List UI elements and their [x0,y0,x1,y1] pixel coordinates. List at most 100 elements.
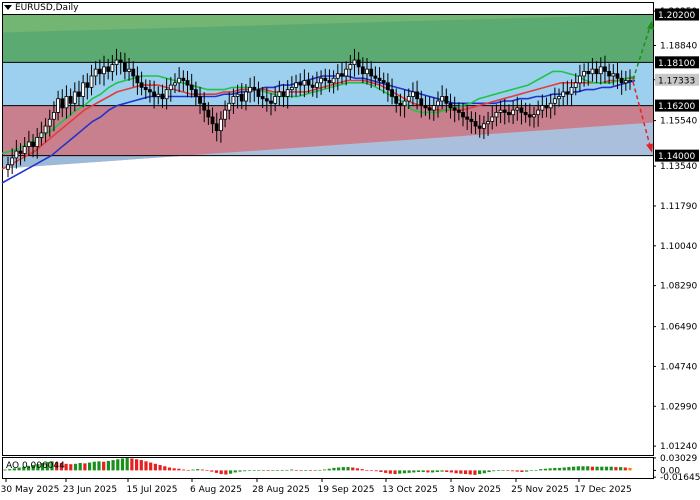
candle-body [323,77,328,81]
ao-bar [586,466,590,471]
candle-body [177,77,182,84]
candle-body [390,89,394,97]
candle-body [135,75,140,84]
ao-bar [92,461,96,471]
ao-bar [426,470,430,473]
ao-bar [407,470,411,473]
ao-bar [294,469,298,471]
candle-body [264,98,269,102]
ao-bar [619,467,623,471]
candle-body [373,75,378,79]
ao-bar [482,470,486,474]
ao-bar [167,467,172,471]
ao-bar [473,470,477,475]
candle-body [106,66,111,72]
ao-bar [534,469,538,471]
ao-histogram [3,458,632,475]
ao-bar [543,468,548,471]
price-tick-label: 1.04740 [660,362,697,372]
level-label-box [655,73,699,86]
time-tick-label: 13 Oct 2025 [382,485,438,495]
ma-fast-line [1,70,636,155]
time-tick-label: 30 May 2025 [1,485,60,495]
ao-bar [360,469,364,471]
ao-bar [78,462,82,471]
candle-body [89,75,94,88]
candle-body [193,89,198,97]
ao-bar [196,469,200,471]
candle-body [628,80,632,82]
ao-bar [374,470,378,472]
ao-bar [224,470,228,475]
candle-body [198,96,202,104]
candle-body [256,89,261,97]
ao-bar [12,468,16,471]
ao-frame [2,457,654,479]
ao-bar [200,469,204,471]
candle-body [607,71,612,77]
level-label: 1.14000 [658,152,695,162]
candle-body [93,68,98,77]
candle-body [52,112,56,120]
ao-bar [172,468,176,471]
candle-body [185,80,190,86]
ao-bar [412,470,416,473]
price-tick-label: 1.08290 [660,282,697,292]
candle-body [594,68,599,75]
ao-bar [416,470,421,473]
zone-upper-wedge [2,14,653,63]
ao-bar [69,464,73,471]
candle-body [72,91,77,104]
main-price-frame [2,2,654,479]
candle-body [356,59,361,68]
candle-body [302,80,307,86]
candle-body [244,91,248,102]
candle-body [277,91,282,97]
ao-bar [548,468,552,471]
ao-bar [600,466,604,471]
ao-bar [130,458,134,471]
ao-tick-label: -0.016459 [660,473,700,483]
ao-bar [64,463,68,471]
candle-body [281,91,286,97]
ao-bar [238,470,242,472]
ao-bar [445,470,449,473]
candle-body [315,82,319,88]
candle-body [235,93,240,97]
candle-body [56,98,60,113]
ao-bar [31,465,35,471]
main-frame [2,2,654,456]
ao-bar [219,470,223,475]
candle-body [561,91,566,97]
candle-body [160,93,165,100]
candle-body [440,96,445,102]
chevron-down-icon[interactable] [4,5,12,10]
candle-body [148,89,152,93]
ao-bar [191,469,195,471]
candle-body [143,86,148,91]
candle-body [18,150,23,154]
ao-bar [463,470,468,475]
candle-body [578,75,582,84]
candle-body [173,82,177,86]
symbol-title-text: EURUSD,Daily [15,3,79,13]
ao-bar [351,467,355,471]
ao-bar [125,458,129,471]
candle-body [569,86,574,95]
ao-bar [233,470,237,473]
ao-bar [496,470,501,471]
ao-bar [595,466,599,471]
candle-body [285,89,290,97]
candle-body [548,102,553,109]
candle-body [448,102,453,109]
candle-body [164,89,169,100]
zone-lower-blue [2,122,653,169]
candle-body [189,84,194,91]
ao-bar [337,467,341,471]
candle-body [181,77,186,81]
time-tick-label: 19 Sep 2025 [317,485,374,495]
candle-body [465,116,470,120]
ao-bar [322,469,327,471]
candle-body [590,68,595,75]
